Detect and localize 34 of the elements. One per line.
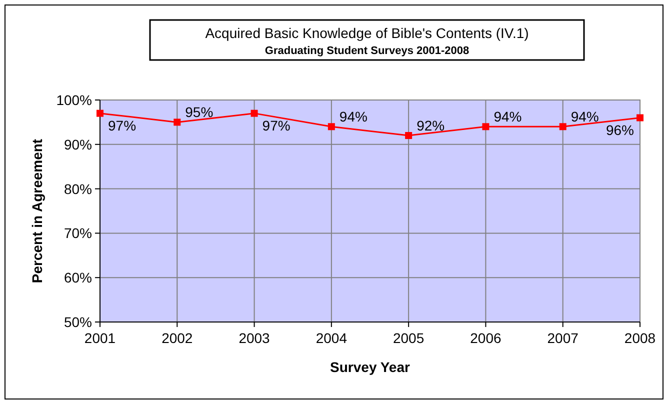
text: 95% bbox=[185, 104, 214, 120]
chart-title: Acquired Basic Knowledge of Bible's Contents (IV.1) bbox=[205, 25, 529, 41]
y-tick-label: 90% bbox=[64, 136, 92, 152]
y-axis-title: Percent in Agreement bbox=[29, 138, 45, 284]
point bbox=[636, 114, 644, 122]
x-tick-label: 2008 bbox=[624, 330, 656, 346]
x-tick-label: 2006 bbox=[470, 330, 502, 346]
x-tick-label: 2002 bbox=[162, 330, 193, 346]
point bbox=[482, 123, 490, 130]
x-tick-label: 2003 bbox=[238, 330, 270, 346]
point bbox=[174, 118, 181, 126]
point bbox=[250, 110, 258, 117]
point bbox=[96, 110, 104, 117]
text: 97% bbox=[262, 117, 290, 134]
x-tick-label: 2004 bbox=[316, 330, 348, 346]
x-tick-label: 2001 bbox=[84, 330, 116, 346]
text: 96% bbox=[606, 122, 634, 138]
x-axis-title: Survey Year bbox=[330, 359, 411, 375]
text: 92% bbox=[416, 118, 445, 134]
point bbox=[559, 123, 566, 130]
y-tick-label: 60% bbox=[64, 270, 92, 286]
text: 94% bbox=[339, 108, 368, 125]
x-tick-label: 2007 bbox=[547, 330, 579, 346]
point bbox=[405, 132, 412, 140]
text: 97% bbox=[108, 117, 136, 134]
y-tick-label: 80% bbox=[64, 180, 92, 197]
x-tick-label: 2005 bbox=[392, 330, 424, 346]
chart-subtitle: Graduating Student Surveys 2001-2008 bbox=[264, 45, 470, 57]
text: 94% bbox=[570, 108, 599, 125]
y-tick-label: 50% bbox=[64, 314, 92, 330]
point bbox=[328, 123, 335, 130]
text: 94% bbox=[494, 108, 522, 125]
y-tick-label: 100% bbox=[56, 92, 92, 108]
y-tick-label: 70% bbox=[64, 225, 92, 242]
